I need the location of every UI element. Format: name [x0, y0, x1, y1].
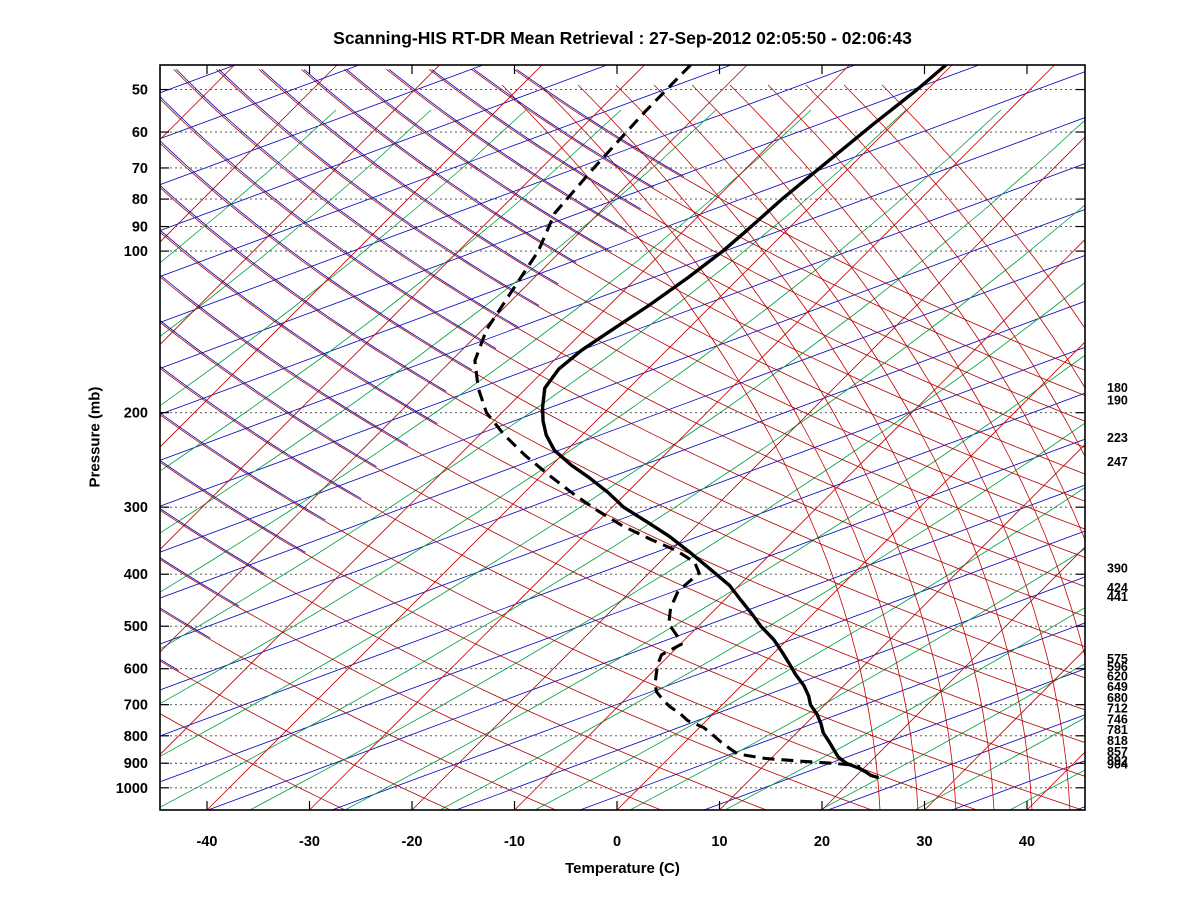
- svg-text:712: 712: [1107, 702, 1128, 716]
- svg-text:90: 90: [132, 220, 148, 236]
- svg-text:50: 50: [132, 83, 148, 99]
- svg-text:100: 100: [124, 244, 148, 260]
- svg-text:70: 70: [132, 161, 148, 177]
- svg-text:575: 575: [1107, 652, 1128, 666]
- svg-text:190: 190: [1107, 394, 1128, 408]
- svg-text:10: 10: [711, 834, 727, 850]
- right-pressure-labels: 1801902232473904244415755966206496807127…: [1107, 381, 1128, 771]
- svg-text:1000: 1000: [116, 781, 148, 797]
- isotherm-lines: [160, 65, 1085, 810]
- svg-text:900: 900: [124, 756, 148, 772]
- svg-text:620: 620: [1107, 669, 1128, 683]
- svg-text:500: 500: [124, 619, 148, 635]
- x-axis-label: Temperature (C): [565, 860, 680, 877]
- dry-adiabat-lines: [160, 69, 1085, 810]
- svg-text:904: 904: [1107, 757, 1128, 771]
- svg-text:390: 390: [1107, 561, 1128, 575]
- pressure-gridlines: [160, 89, 1085, 789]
- blue-lines: [160, 65, 1085, 810]
- background-lines: [160, 65, 1085, 810]
- svg-text:0: 0: [613, 834, 621, 850]
- svg-text:746: 746: [1107, 712, 1128, 726]
- svg-text:60: 60: [132, 125, 148, 141]
- dewpoint-curve: [473, 65, 861, 769]
- svg-text:20: 20: [814, 834, 830, 850]
- svg-text:857: 857: [1107, 745, 1128, 759]
- svg-text:600: 600: [124, 662, 148, 678]
- svg-text:180: 180: [1107, 381, 1128, 395]
- mixing-ratio-lines: [501, 84, 1085, 810]
- dry-adiabat-cold-overlay: [160, 69, 685, 671]
- svg-text:247: 247: [1107, 455, 1128, 469]
- x-tick-labels: -40 -30 -20 -10 0 10 20 30 40: [197, 834, 1036, 850]
- temperature-curve: [540, 65, 948, 779]
- svg-text:400: 400: [124, 567, 148, 583]
- svg-text:223: 223: [1107, 431, 1128, 445]
- svg-text:300: 300: [124, 500, 148, 516]
- axis-ticks: [160, 65, 1085, 810]
- svg-text:781: 781: [1107, 723, 1128, 737]
- svg-text:441: 441: [1107, 590, 1128, 604]
- svg-text:424: 424: [1107, 581, 1128, 595]
- svg-text:892: 892: [1107, 754, 1128, 768]
- svg-text:80: 80: [132, 192, 148, 208]
- svg-text:700: 700: [124, 698, 148, 714]
- chart-title: Scanning-HIS RT-DR Mean Retrieval : 27-S…: [333, 28, 912, 48]
- svg-text:200: 200: [124, 406, 148, 422]
- svg-text:800: 800: [124, 729, 148, 745]
- svg-text:30: 30: [916, 834, 932, 850]
- svg-text:596: 596: [1107, 660, 1128, 674]
- svg-text:680: 680: [1107, 691, 1128, 705]
- svg-text:-10: -10: [504, 834, 525, 850]
- svg-text:-30: -30: [299, 834, 320, 850]
- svg-text:-40: -40: [197, 834, 218, 850]
- svg-text:-20: -20: [402, 834, 423, 850]
- y-tick-labels: 50 60 70 80 90 100 200 300 400 500 600 700 800 900 100…: [116, 83, 148, 797]
- plot-border: [159, 64, 1086, 811]
- svg-text:818: 818: [1107, 734, 1128, 748]
- svg-text:649: 649: [1107, 680, 1128, 694]
- svg-text:40: 40: [1019, 834, 1035, 850]
